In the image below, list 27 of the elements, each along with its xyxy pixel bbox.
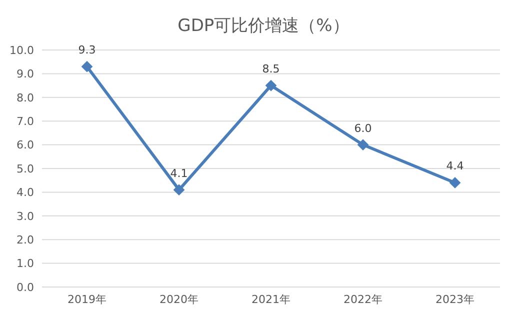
point bbox=[174, 184, 184, 196]
point bbox=[82, 61, 92, 72]
x-tick-label: 2021年 bbox=[252, 292, 290, 306]
y-tick-label: 10.0 bbox=[10, 44, 34, 57]
point bbox=[358, 139, 368, 150]
point bbox=[266, 80, 276, 92]
text: 4.4 bbox=[446, 160, 464, 173]
text: 8.5 bbox=[262, 62, 280, 76]
y-tick-label: 0.0 bbox=[16, 280, 34, 294]
y-tick-label: 5.0 bbox=[16, 162, 34, 176]
chart-title: GDP可比价增速（%） bbox=[176, 15, 350, 37]
y-tick-label: 9.0 bbox=[16, 68, 34, 81]
y-tick-label: 2.0 bbox=[16, 234, 34, 247]
text: 6.0 bbox=[354, 122, 372, 135]
x-tick-label: 2022年 bbox=[344, 292, 382, 306]
x-tick-label: 2020年 bbox=[160, 292, 198, 306]
text: 9.3 bbox=[78, 44, 96, 57]
x-tick-label: 2019年 bbox=[68, 292, 106, 306]
y-tick-label: 8.0 bbox=[16, 91, 34, 104]
y-tick-label: 3.0 bbox=[16, 210, 34, 223]
y-tick-label: 6.0 bbox=[16, 138, 34, 152]
y-tick-label: 4.0 bbox=[16, 186, 34, 200]
x-tick-label: 2023年 bbox=[436, 292, 474, 306]
text: 4.1 bbox=[170, 166, 188, 180]
point bbox=[450, 177, 460, 188]
y-tick-label: 1.0 bbox=[16, 257, 34, 270]
y-tick-label: 7.0 bbox=[16, 115, 34, 128]
